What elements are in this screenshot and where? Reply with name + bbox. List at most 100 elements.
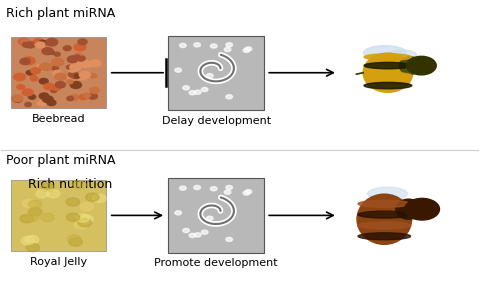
Circle shape xyxy=(78,39,87,45)
Circle shape xyxy=(180,186,186,190)
Circle shape xyxy=(84,93,91,98)
Circle shape xyxy=(210,187,217,191)
Circle shape xyxy=(86,193,99,201)
Ellipse shape xyxy=(388,50,417,60)
Circle shape xyxy=(88,93,97,99)
Circle shape xyxy=(26,213,39,222)
Circle shape xyxy=(17,85,24,89)
Circle shape xyxy=(90,60,101,67)
Circle shape xyxy=(245,47,252,51)
Circle shape xyxy=(74,44,86,51)
Circle shape xyxy=(77,61,86,67)
Circle shape xyxy=(73,181,86,189)
Circle shape xyxy=(206,74,213,78)
Circle shape xyxy=(75,215,89,224)
Circle shape xyxy=(79,71,90,78)
Circle shape xyxy=(90,74,97,78)
Circle shape xyxy=(36,190,49,198)
Bar xyxy=(11,180,107,251)
Bar xyxy=(168,36,264,110)
Circle shape xyxy=(36,42,45,48)
Circle shape xyxy=(407,56,436,75)
Circle shape xyxy=(39,63,51,70)
Circle shape xyxy=(70,82,82,88)
Circle shape xyxy=(183,86,190,90)
Bar xyxy=(168,178,264,253)
Circle shape xyxy=(72,74,79,79)
Circle shape xyxy=(180,44,186,47)
Circle shape xyxy=(33,39,44,45)
Circle shape xyxy=(31,68,41,74)
Circle shape xyxy=(77,74,87,80)
Circle shape xyxy=(44,83,54,90)
Circle shape xyxy=(12,95,23,102)
Circle shape xyxy=(39,78,48,84)
Circle shape xyxy=(175,68,181,72)
Ellipse shape xyxy=(358,233,410,240)
Circle shape xyxy=(46,38,58,46)
Circle shape xyxy=(23,57,35,64)
Circle shape xyxy=(70,64,81,71)
Circle shape xyxy=(76,214,89,222)
Circle shape xyxy=(36,64,48,71)
Circle shape xyxy=(183,228,190,233)
Circle shape xyxy=(194,43,201,47)
Circle shape xyxy=(42,48,53,55)
Circle shape xyxy=(226,185,232,190)
Text: Poor plant miRNA: Poor plant miRNA xyxy=(6,154,116,167)
Circle shape xyxy=(66,198,80,206)
Circle shape xyxy=(25,102,31,106)
Circle shape xyxy=(224,47,231,52)
Circle shape xyxy=(175,211,181,215)
Circle shape xyxy=(39,93,49,99)
Circle shape xyxy=(23,42,30,47)
Text: Promote development: Promote development xyxy=(155,259,278,269)
Circle shape xyxy=(41,38,52,45)
Circle shape xyxy=(245,190,252,194)
Circle shape xyxy=(226,43,232,47)
Circle shape xyxy=(68,73,79,80)
Circle shape xyxy=(38,40,48,46)
Circle shape xyxy=(405,198,440,220)
Ellipse shape xyxy=(357,194,412,244)
Circle shape xyxy=(25,42,35,48)
Circle shape xyxy=(90,87,99,93)
Circle shape xyxy=(22,89,33,96)
Circle shape xyxy=(28,200,42,208)
Circle shape xyxy=(201,230,208,234)
Circle shape xyxy=(76,56,85,61)
Circle shape xyxy=(47,50,54,54)
Circle shape xyxy=(25,236,39,244)
Circle shape xyxy=(63,46,71,51)
Circle shape xyxy=(52,58,64,66)
Circle shape xyxy=(226,95,232,99)
Circle shape xyxy=(243,48,250,52)
Circle shape xyxy=(210,44,217,48)
Text: Rich plant miRNA: Rich plant miRNA xyxy=(6,7,115,20)
Text: Beebread: Beebread xyxy=(32,114,85,124)
Circle shape xyxy=(22,199,36,208)
Ellipse shape xyxy=(358,222,410,229)
Ellipse shape xyxy=(399,57,420,74)
Circle shape xyxy=(189,233,196,238)
Text: Delay development: Delay development xyxy=(162,116,271,126)
Circle shape xyxy=(26,243,39,252)
Circle shape xyxy=(52,85,60,90)
Circle shape xyxy=(80,202,94,211)
Ellipse shape xyxy=(358,200,410,207)
Ellipse shape xyxy=(364,62,412,69)
Circle shape xyxy=(54,52,60,56)
Circle shape xyxy=(20,214,34,223)
Circle shape xyxy=(70,94,78,100)
Ellipse shape xyxy=(363,53,413,92)
Circle shape xyxy=(55,82,65,88)
Circle shape xyxy=(74,74,81,78)
Circle shape xyxy=(28,95,36,99)
Ellipse shape xyxy=(364,46,407,60)
Circle shape xyxy=(41,183,54,192)
Circle shape xyxy=(201,88,208,92)
Bar xyxy=(11,37,107,108)
Circle shape xyxy=(21,39,31,46)
Circle shape xyxy=(74,55,81,59)
Circle shape xyxy=(51,88,57,92)
